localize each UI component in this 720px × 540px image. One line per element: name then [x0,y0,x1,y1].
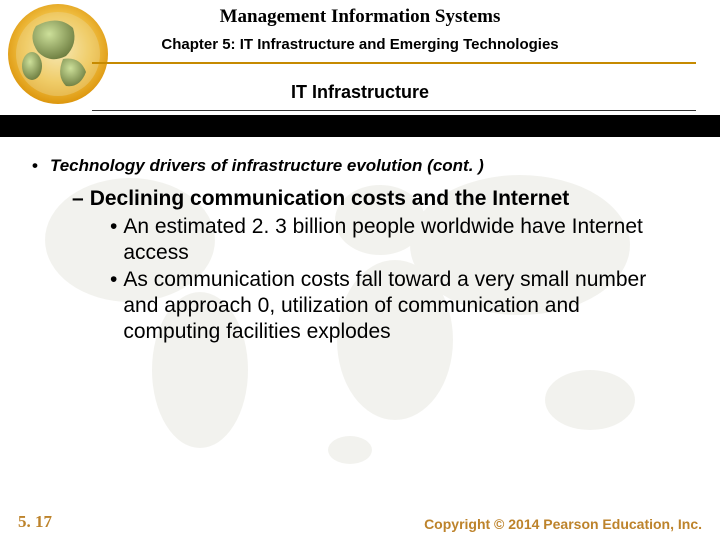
bullet-dot-icon: • [32,156,38,176]
copyright-text: Copyright © 2014 Pearson Education, Inc. [424,516,702,532]
bullet-level3: • As communication costs fall toward a v… [110,267,668,344]
bullet-dot-icon: • [110,214,117,265]
gold-divider [92,62,696,64]
bullet-level2: – Declining communication costs and the … [72,186,688,212]
black-bar [0,115,720,137]
section-title: IT Infrastructure [0,82,720,103]
bullet-dot-icon: • [110,267,117,344]
bullet-level3-text: As communication costs fall toward a ver… [123,267,668,344]
bullet-level1: • Technology drivers of infrastructure e… [32,156,688,176]
slide: Management Information Systems Chapter 5… [0,0,720,540]
chapter-subtitle: Chapter 5: IT Infrastructure and Emergin… [0,36,720,53]
bullet-level2-text: Declining communication costs and the In… [90,186,570,212]
page-number: 5. 17 [18,512,52,532]
bullet-level1-text: Technology drivers of infrastructure evo… [50,156,484,176]
dash-icon: – [72,186,84,212]
bullet-level3-text: An estimated 2. 3 billion people worldwi… [123,214,668,265]
content-area: • Technology drivers of infrastructure e… [0,138,720,344]
header: Management Information Systems Chapter 5… [0,0,720,138]
main-title: Management Information Systems [0,6,720,28]
thin-divider [92,110,696,111]
bullet-level3: • An estimated 2. 3 billion people world… [110,214,668,265]
footer: 5. 17 Copyright © 2014 Pearson Education… [0,508,720,532]
